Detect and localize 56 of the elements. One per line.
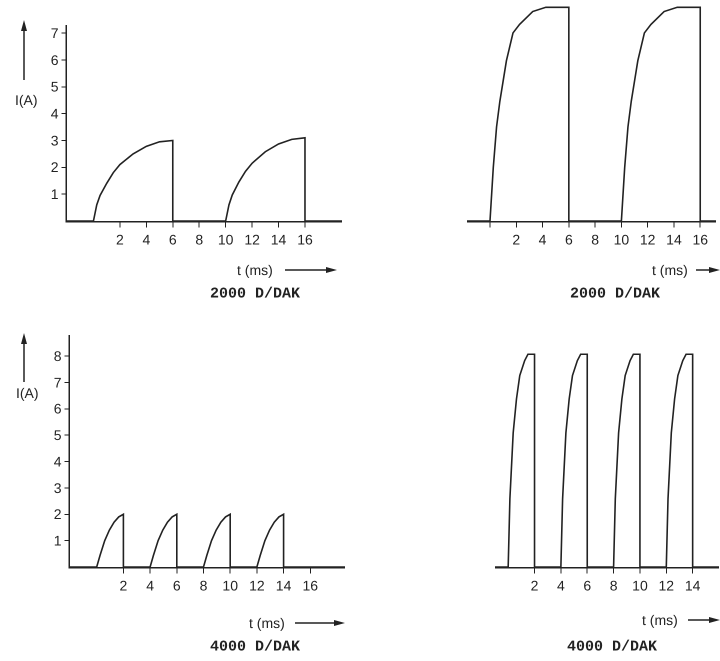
- x-tick-label: 10: [222, 577, 238, 594]
- x-tick-label: 4: [556, 577, 565, 594]
- x-tick-label: 4: [538, 231, 547, 248]
- y-tick-label: 2: [54, 506, 62, 522]
- x-tick-label: 8: [195, 231, 204, 248]
- y-tick-label: 7: [54, 374, 62, 390]
- y-tick-label: 4: [50, 106, 59, 122]
- x-axis-title: t (ms): [249, 615, 285, 631]
- x-tick-label: 16: [297, 231, 313, 248]
- y-tick-label: 3: [54, 480, 62, 496]
- x-tick-label: 10: [632, 577, 648, 594]
- y-tick-label: 2: [50, 159, 59, 176]
- x-tick-label: 8: [610, 577, 618, 594]
- y-tick-label: 6: [54, 400, 62, 417]
- x-tick-label: 10: [218, 231, 234, 248]
- x-tick-label: 6: [564, 231, 573, 248]
- x-tick-label: 6: [583, 577, 592, 594]
- y-tick-label: 6: [50, 52, 59, 68]
- x-axis-title: t (ms): [642, 612, 678, 628]
- y-tick-label: 1: [50, 186, 59, 202]
- x-tick-label: 12: [640, 231, 656, 248]
- y-axis-title: I(A): [15, 92, 38, 108]
- x-tick-label: 6: [168, 231, 177, 248]
- x-tick-label: 12: [249, 577, 265, 594]
- x-tick-label: 4: [142, 231, 150, 248]
- x-axis-title: t (ms): [652, 262, 688, 278]
- x-tick-label: 6: [172, 577, 181, 594]
- text: 2000 D/DAK: [570, 285, 660, 302]
- x-tick-label: 10: [614, 231, 630, 248]
- x-tick-label: 2: [120, 577, 128, 594]
- text: 2000 D/DAK: [210, 285, 300, 302]
- y-tick-label: 5: [54, 427, 62, 444]
- x-tick-label: 12: [244, 231, 260, 248]
- x-tick-label: 8: [591, 231, 600, 248]
- x-tick-label: 2: [512, 231, 520, 248]
- y-tick-label: 5: [50, 78, 59, 95]
- x-tick-label: 14: [270, 231, 287, 248]
- x-tick-label: 14: [684, 577, 701, 594]
- x-tick-label: 14: [666, 231, 682, 248]
- x-tick-label: 8: [200, 577, 208, 594]
- text: 4000 D/DAK: [566, 638, 658, 656]
- text: 4000 D/DAK: [210, 638, 300, 656]
- x-tick-label: 2: [530, 577, 539, 594]
- y-tick-label: 3: [50, 132, 59, 148]
- y-tick-label: 1: [54, 532, 62, 549]
- y-tick-label: 4: [54, 453, 62, 470]
- y-tick-label: 8: [54, 348, 62, 364]
- y-tick-label: 7: [50, 24, 59, 41]
- x-tick-label: 2: [116, 231, 124, 248]
- x-tick-label: 16: [302, 577, 318, 594]
- x-tick-label: 14: [276, 577, 292, 594]
- x-axis-title: t (ms): [237, 262, 273, 278]
- x-tick-label: 16: [692, 231, 708, 248]
- x-tick-label: 4: [146, 577, 154, 594]
- x-tick-label: 12: [658, 577, 674, 594]
- y-axis-title: I(A): [16, 385, 39, 401]
